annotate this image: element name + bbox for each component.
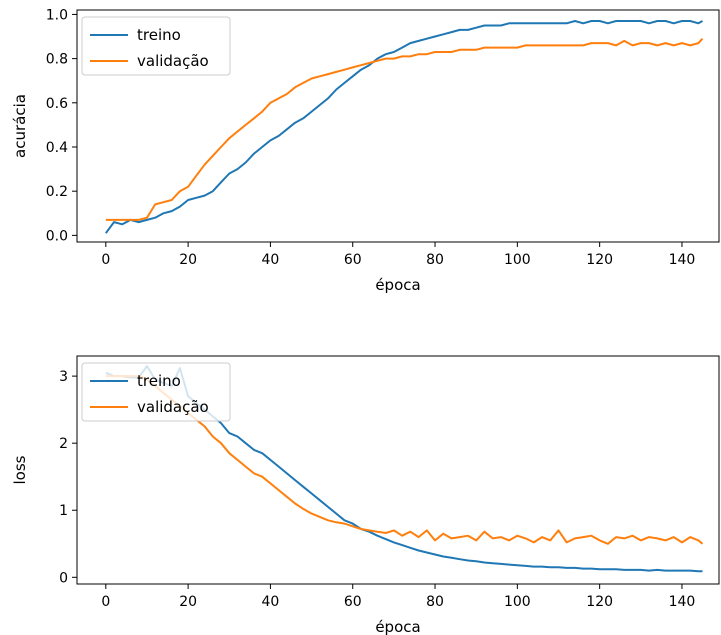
x-tick-label: 40 bbox=[262, 252, 280, 268]
x-tick-label: 80 bbox=[426, 252, 444, 268]
x-tick-label: 120 bbox=[586, 252, 613, 268]
x-tick-label: 60 bbox=[344, 594, 362, 610]
x-axis-label: época bbox=[375, 618, 420, 635]
plot-frame bbox=[76, 355, 720, 585]
subplot-1: 0 20 40 60 80 100 120 140 0.0 0.2 0.4 0.6 0.8 1.0 époc… bbox=[11, 7, 720, 294]
x-tick-label: 40 bbox=[262, 594, 280, 610]
y-tick-label: 1 bbox=[59, 503, 68, 519]
series-line-2 bbox=[105, 375, 704, 545]
y-axis-label: acurácia bbox=[11, 94, 29, 158]
x-tick-label: 100 bbox=[504, 594, 531, 610]
x-tick-label: 140 bbox=[669, 252, 696, 268]
y-tick-label: 0 bbox=[59, 570, 68, 586]
plot-frame bbox=[76, 9, 720, 243]
y-tick-label: 0.4 bbox=[46, 140, 68, 156]
y-tick-label: 2 bbox=[59, 436, 68, 452]
x-tick-label: 100 bbox=[504, 252, 531, 268]
x-tick-label: 0 bbox=[101, 252, 110, 268]
y-tick-label: 0.6 bbox=[46, 96, 68, 112]
legend-label: validação bbox=[137, 52, 209, 70]
x-tick-label: 20 bbox=[179, 594, 197, 610]
x-tick-label: 0 bbox=[101, 594, 110, 610]
x-axis-label: época bbox=[375, 276, 420, 294]
x-tick-label: 20 bbox=[179, 252, 197, 268]
y-tick-label: 0.8 bbox=[46, 52, 68, 68]
y-tick-label: 0.0 bbox=[46, 228, 68, 244]
y-tick-label: 0.2 bbox=[46, 184, 68, 200]
series-line-1 bbox=[104, 20, 703, 234]
x-tick-label: 60 bbox=[344, 252, 362, 268]
x-tick-label: 80 bbox=[426, 594, 444, 610]
x-tick-label: 120 bbox=[586, 594, 613, 610]
legend-label: treino bbox=[137, 26, 181, 44]
x-tick-label: 140 bbox=[669, 594, 696, 610]
legend-label: treino bbox=[137, 372, 181, 390]
legend-label: validação bbox=[137, 398, 209, 416]
subplot-2: 0 20 40 60 80 100 120 140 0 1 2 3 época loss treino val… bbox=[11, 355, 720, 635]
series-line-2 bbox=[105, 38, 704, 221]
y-tick-label: 1.0 bbox=[46, 7, 68, 23]
y-tick-label: 3 bbox=[59, 369, 68, 385]
y-axis-label: loss bbox=[11, 455, 29, 484]
